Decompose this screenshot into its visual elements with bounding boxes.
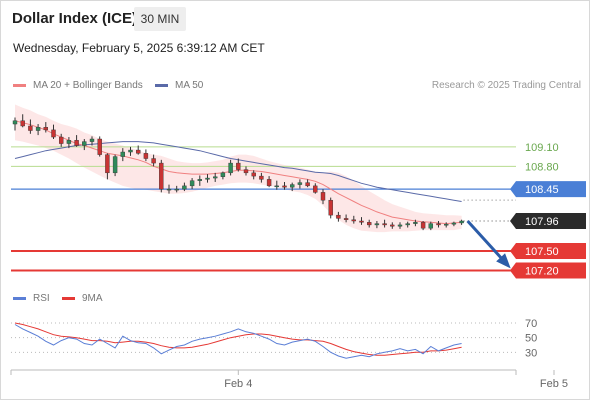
candle-body — [444, 224, 449, 226]
candle-body — [290, 184, 295, 188]
candle-body — [189, 180, 195, 187]
candle-body — [436, 223, 441, 226]
forecast-arrow-head — [496, 253, 511, 269]
candle-body — [20, 120, 25, 127]
candle-body — [197, 179, 203, 181]
candle-body — [174, 188, 179, 191]
ma20-swatch — [13, 84, 26, 87]
candle-body — [405, 223, 410, 226]
candle-body — [182, 185, 187, 190]
candle-body — [212, 176, 218, 179]
x-tick-label: Feb 5 — [540, 378, 568, 390]
level-label-107.96: 107.96 — [525, 216, 559, 228]
candle-body — [282, 185, 287, 188]
candle-body — [313, 185, 318, 193]
rsi-swatch — [13, 297, 26, 300]
candle-body — [336, 214, 341, 219]
candle-body — [420, 222, 426, 229]
candle-body — [66, 140, 72, 144]
candle-body — [28, 125, 33, 131]
rsi-ma-label: 9MA — [82, 293, 103, 304]
candle-body — [328, 199, 333, 216]
rsi-tick-70: 70 — [525, 318, 537, 330]
candle-body — [236, 162, 241, 170]
candle-body — [382, 223, 387, 226]
legend-ma20: MA 20 + Bollinger Bands — [13, 80, 143, 91]
candle-body — [374, 223, 380, 226]
candle-body — [135, 149, 141, 154]
candle-body — [128, 149, 133, 153]
rsi-line — [14, 324, 462, 359]
candle-body — [243, 169, 249, 174]
level-label-108.80: 108.80 — [525, 161, 559, 173]
rsi-ma-swatch — [62, 297, 75, 300]
candle-body — [82, 141, 87, 146]
candle-body — [320, 192, 326, 201]
candle-body — [59, 136, 64, 144]
x-tick-label: Feb 4 — [224, 378, 252, 390]
rsi-tick-30: 30 — [525, 347, 537, 359]
candle-body — [220, 172, 226, 177]
timestamp-label: Wednesday, February 5, 2025 6:39:12 AM C… — [13, 41, 265, 55]
timeframe-badge[interactable]: 30 MIN — [134, 7, 186, 31]
rsi-ma-line — [14, 322, 462, 356]
instrument-title: Dollar Index (ICE) — [12, 10, 138, 27]
candle-body — [166, 188, 172, 191]
level-label-107.20: 107.20 — [525, 265, 559, 277]
candle-body — [74, 140, 79, 146]
rsi-label: RSI — [33, 293, 50, 304]
ma20-label: MA 20 + Bollinger Bands — [33, 80, 143, 91]
candle-body — [159, 162, 164, 190]
candle-body — [97, 138, 102, 155]
ma50-swatch — [155, 84, 168, 87]
candle-body — [251, 172, 256, 177]
research-credit: Research © 2025 Trading Central — [431, 80, 581, 91]
level-tag-107.50 — [510, 242, 586, 259]
candle-body — [228, 162, 233, 174]
rsi-tick-50: 50 — [525, 333, 537, 345]
candle-body — [112, 156, 118, 174]
candle-body — [51, 129, 56, 138]
legend-rsi-ma: 9MA — [62, 293, 103, 304]
legend-ma50: MA 50 — [155, 80, 203, 91]
candle-body — [367, 222, 372, 226]
ma50-label: MA 50 — [175, 80, 204, 91]
candle-body — [428, 223, 433, 229]
candle-body — [413, 222, 418, 224]
level-tag-107.96 — [510, 213, 586, 230]
candle-body — [259, 175, 264, 180]
candle-body — [390, 224, 395, 227]
level-tag-108.45 — [510, 181, 586, 198]
candle-body — [105, 154, 110, 174]
legend-rsi: RSI — [13, 293, 50, 304]
candle-body — [35, 127, 41, 131]
candle-body — [343, 218, 349, 220]
candle-body — [266, 179, 272, 187]
candle-body — [274, 185, 279, 188]
candle-body — [12, 120, 18, 125]
candle-body — [120, 151, 126, 157]
candle-body — [305, 182, 310, 187]
candle-body — [89, 138, 95, 142]
level-label-109.10: 109.10 — [525, 142, 559, 154]
candle-body — [359, 220, 364, 223]
level-tag-107.20 — [510, 262, 586, 279]
candle-body — [397, 224, 403, 227]
candle-body — [451, 222, 457, 225]
candle-body — [297, 182, 303, 185]
candle-body — [351, 219, 356, 222]
level-label-107.50: 107.50 — [525, 246, 559, 258]
candle-body — [459, 220, 464, 224]
candle-body — [143, 153, 149, 159]
candle-body — [205, 177, 210, 180]
candle-body — [151, 158, 156, 164]
candle-body — [43, 127, 48, 131]
level-label-108.45: 108.45 — [525, 184, 559, 196]
